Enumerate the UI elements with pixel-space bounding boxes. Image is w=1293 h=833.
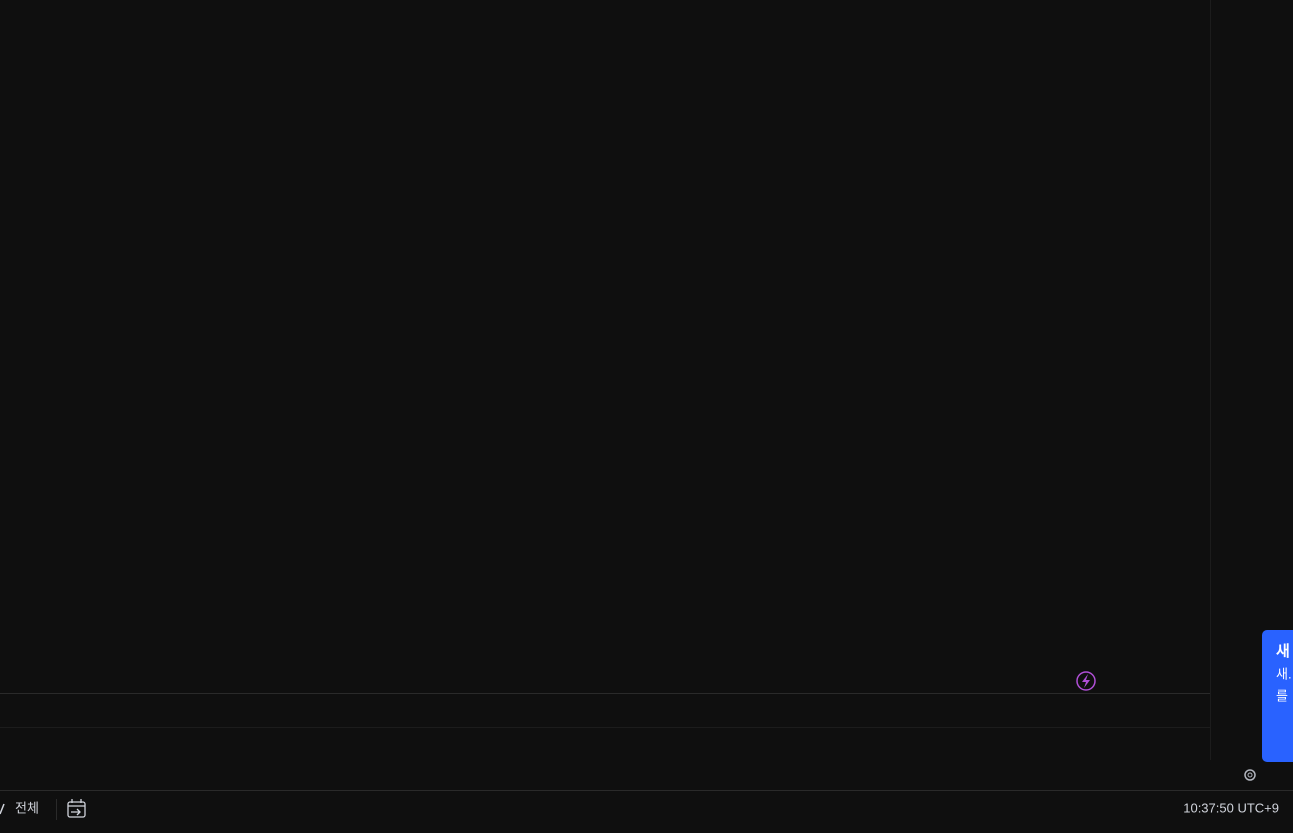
- popup-line: 를: [1276, 688, 1288, 703]
- goto-date-icon[interactable]: [67, 799, 86, 818]
- clock: 10:37:50 UTC+9: [1183, 800, 1279, 815]
- range-button[interactable]: 전체: [15, 800, 39, 815]
- toolbar-chevron[interactable]: [0, 803, 5, 815]
- notification-popup[interactable]: 새 새. 를: [1262, 630, 1293, 762]
- settings-icon[interactable]: [1244, 769, 1256, 781]
- lightning-icon[interactable]: [1076, 671, 1096, 691]
- popup-title: 새: [1276, 643, 1290, 660]
- popup-line: 새.: [1276, 666, 1292, 681]
